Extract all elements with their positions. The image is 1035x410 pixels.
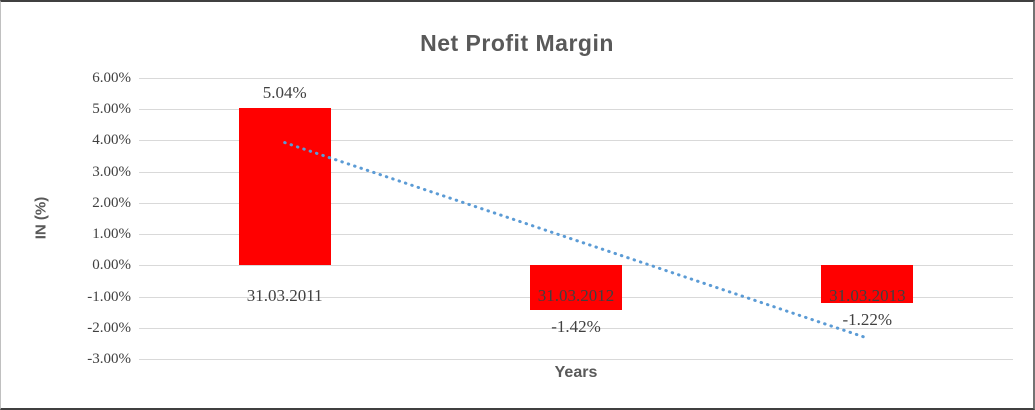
gridline: [139, 78, 1013, 79]
bar-1: [238, 108, 331, 266]
gridline: [139, 202, 1013, 204]
y-tick-label: 4.00%: [92, 132, 131, 149]
gridline: [139, 359, 1013, 360]
gridline: [139, 171, 1013, 173]
y-tick-label: 2.00%: [92, 194, 131, 211]
x-axis-title: Years: [554, 364, 598, 381]
bar-value-label: -1.42%: [551, 316, 601, 336]
y-tick-label: -2.00%: [87, 319, 131, 336]
gridline: [139, 234, 1013, 236]
bar-value-label: 5.04%: [262, 83, 307, 102]
bar-3: [821, 265, 914, 304]
x-category-label: 31.03.2012: [537, 286, 615, 306]
y-tick-label: 1.00%: [92, 226, 131, 243]
y-tick-label: -1.00%: [87, 288, 131, 305]
gridline: [139, 109, 1013, 111]
y-tick-label: 5.00%: [92, 101, 131, 118]
trendline: [283, 141, 869, 340]
y-tick-label: 6.00%: [92, 70, 131, 86]
bar-2: [530, 265, 622, 310]
plot-area: 31.03.2011 5.04% 31.03.2012 -1.42% 31.03.201…: [139, 78, 1013, 360]
chart-title: Net Profit Margin: [420, 30, 614, 56]
bar-value-label: -1.22%: [842, 310, 893, 330]
gridline: [139, 140, 1013, 142]
y-tick-label: 0.00%: [92, 257, 131, 274]
x-category-label: 31.03.2011: [246, 286, 323, 306]
y-tick-label: 3.00%: [92, 163, 131, 180]
x-category-label: 31.03.2013: [829, 286, 906, 306]
gridline: [139, 327, 1013, 329]
y-tick-label: -3.00%: [87, 351, 131, 367]
trendline-layer: [283, 141, 869, 340]
